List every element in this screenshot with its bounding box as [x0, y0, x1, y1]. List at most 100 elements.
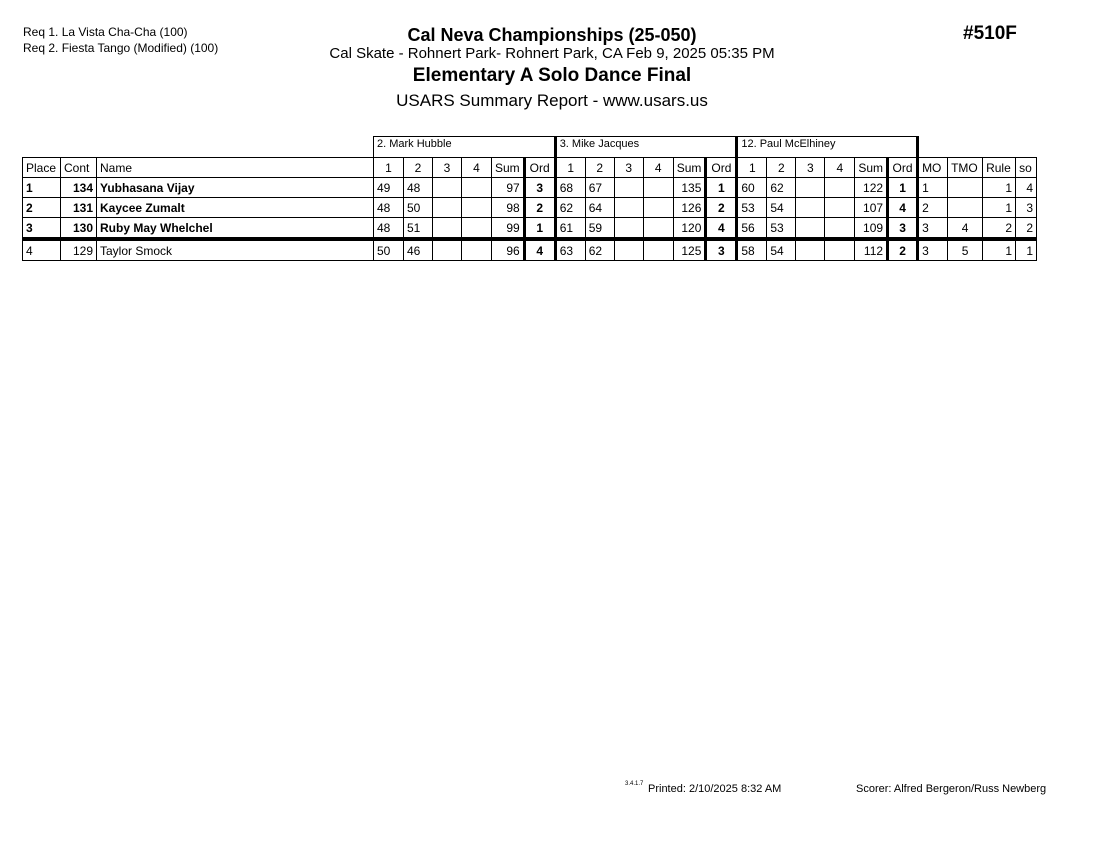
mark-cell [613, 197, 644, 218]
ord-cell: 3 [886, 217, 919, 241]
ord-cell: 2 [886, 238, 919, 261]
mark-cell [613, 217, 644, 241]
so-cell: 3 [1015, 197, 1038, 218]
ord-cell: 4 [522, 238, 556, 261]
mark-cell [824, 197, 856, 218]
ord-cell: 1 [886, 177, 919, 198]
tmo-cell [947, 197, 984, 218]
table-row: 1 134 Yubhasana Vijay 49 48 97 3 68 67 135 1 60 62 12… [22, 177, 1038, 198]
mark-cell: 50 [403, 197, 433, 218]
ord-cell: 3 [704, 238, 738, 261]
cont-cell: 129 [60, 238, 97, 261]
sum-cell: 97 [491, 177, 525, 198]
header-mark: 3 [795, 157, 826, 178]
printed-date: Printed: 2/10/2025 8:32 AM [648, 783, 782, 795]
ord-cell: 2 [704, 197, 738, 218]
mark-cell: 62 [584, 238, 615, 261]
header-mark: 1 [373, 157, 404, 178]
cont-cell: 131 [60, 197, 97, 218]
header-mark: 4 [461, 157, 492, 178]
ord-cell: 3 [522, 177, 556, 198]
header-ord: Ord [522, 157, 556, 178]
table-row: 2 131 Kaycee Zumalt 48 50 98 2 62 64 126 2 53 54 107 4… [22, 197, 1038, 218]
mark-cell: 64 [584, 197, 615, 218]
so-cell: 4 [1015, 177, 1038, 198]
place-cell: 4 [22, 238, 61, 261]
judge-header: 2. Mark Hubble [373, 136, 556, 158]
header-tmo: TMO [947, 157, 984, 178]
name-cell: Kaycee Zumalt [96, 197, 374, 218]
event-number: #510F [963, 23, 1017, 44]
requirement-2: Req 2. Fiesta Tango (Modified) (100) [23, 41, 219, 55]
mark-cell: 58 [735, 238, 768, 261]
mo-cell: 3 [916, 217, 949, 241]
rule-cell: 1 [982, 238, 1017, 261]
mark-cell: 51 [403, 217, 433, 241]
mark-cell: 68 [553, 177, 586, 198]
rule-cell: 2 [982, 217, 1017, 241]
competition-title: Cal Neva Championships (25-050) [407, 25, 697, 45]
mark-cell: 62 [553, 197, 586, 218]
mark-cell [795, 238, 826, 261]
rule-cell: 1 [982, 177, 1017, 198]
sum-cell: 120 [672, 217, 707, 241]
sum-cell: 109 [854, 217, 889, 241]
header-mark: 3 [432, 157, 462, 178]
mark-cell: 49 [373, 177, 404, 198]
place-cell: 1 [22, 177, 61, 198]
location-date: Cal Skate - Rohnert Park- Rohnert Park, … [329, 45, 775, 62]
mark-cell: 46 [403, 238, 433, 261]
mark-cell [642, 197, 674, 218]
name-cell: Ruby May Whelchel [96, 217, 374, 241]
version: 3.4.1.7 [625, 781, 644, 787]
so-cell: 2 [1015, 217, 1038, 241]
header-mark: 2 [584, 157, 615, 178]
sum-cell: 125 [672, 238, 707, 261]
header-name: Name [96, 157, 374, 178]
mo-cell: 1 [916, 177, 949, 198]
header-mark: 2 [766, 157, 797, 178]
requirement-1: Req 1. La Vista Cha-Cha (100) [23, 25, 188, 39]
mark-cell [613, 238, 644, 261]
header-rule: Rule [982, 157, 1017, 178]
spacer [916, 136, 1037, 158]
mark-cell: 62 [766, 177, 797, 198]
ord-cell: 1 [704, 177, 738, 198]
mark-cell: 48 [403, 177, 433, 198]
header-mark: 4 [642, 157, 674, 178]
mark-cell: 61 [553, 217, 586, 241]
ord-cell: 1 [522, 217, 556, 241]
mark-cell: 53 [766, 217, 797, 241]
sum-cell: 107 [854, 197, 889, 218]
mark-cell [461, 177, 492, 198]
header-so: so [1015, 157, 1038, 178]
tmo-cell: 5 [947, 238, 984, 261]
mark-cell [432, 197, 462, 218]
mark-cell: 56 [735, 217, 768, 241]
place-cell: 3 [22, 217, 61, 241]
rule-cell: 1 [982, 197, 1017, 218]
ord-cell: 4 [704, 217, 738, 241]
mark-cell: 54 [766, 238, 797, 261]
header-ord: Ord [704, 157, 738, 178]
results-table: 2. Mark Hubble 3. Mike Jacques 12. Paul Mc… [22, 136, 1038, 261]
tmo-cell [947, 177, 984, 198]
header-mark: 1 [553, 157, 586, 178]
header-place: Place [22, 157, 61, 178]
table-row: 3 130 Ruby May Whelchel 48 51 99 1 61 59 120 4 56 53… [22, 217, 1038, 241]
mark-cell: 53 [735, 197, 768, 218]
header-sum: Sum [854, 157, 889, 178]
sum-cell: 98 [491, 197, 525, 218]
mark-cell [642, 217, 674, 241]
mark-cell [795, 217, 826, 241]
mark-cell: 54 [766, 197, 797, 218]
header-ord: Ord [886, 157, 919, 178]
header-cont: Cont [60, 157, 97, 178]
mark-cell [824, 238, 856, 261]
name-cell: Taylor Smock [96, 238, 374, 261]
report-title: USARS Summary Report - www.usars.us [396, 91, 708, 110]
header-mark: 1 [735, 157, 768, 178]
header-mark: 4 [824, 157, 856, 178]
mark-cell [795, 177, 826, 198]
mark-cell [642, 238, 674, 261]
